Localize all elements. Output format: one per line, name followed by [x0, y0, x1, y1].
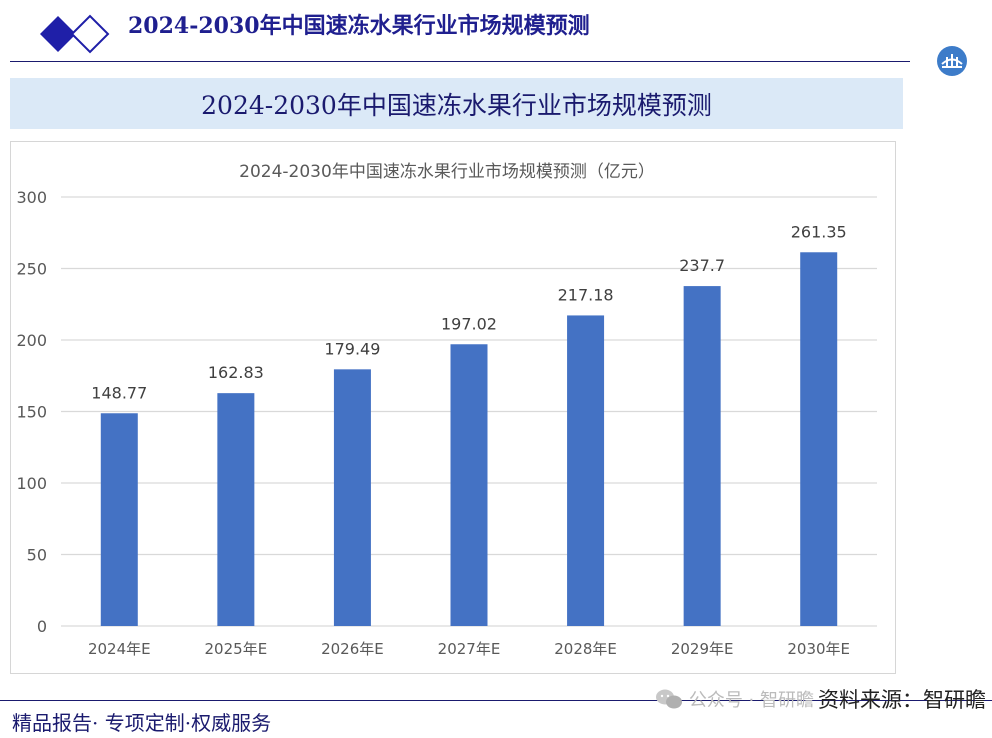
data-label: 179.49 — [324, 339, 380, 358]
y-tick-label: 300 — [16, 188, 47, 207]
data-label: 197.02 — [441, 314, 497, 333]
bar — [800, 252, 838, 626]
bar — [100, 413, 138, 626]
x-tick-label: 2024年E — [88, 640, 151, 658]
x-tick-label: 2027年E — [438, 640, 501, 658]
x-tick-label: 2028年E — [554, 640, 617, 658]
bar — [567, 315, 605, 626]
bar — [683, 286, 721, 626]
y-tick-label: 50 — [27, 546, 47, 565]
data-label: 261.35 — [791, 222, 847, 241]
bar — [450, 344, 488, 626]
bar — [217, 393, 255, 626]
banner-title: 2024-2030年中国速冻水果行业市场规模预测 — [201, 90, 712, 120]
page-title: 2024-2030年中国速冻水果行业市场规模预测 — [128, 13, 590, 39]
x-tick-label: 2029年E — [671, 640, 734, 658]
header-divider — [10, 61, 910, 62]
title-banner: 2024-2030年中国速冻水果行业市场规模预测 — [10, 78, 903, 129]
data-label: 148.77 — [91, 383, 147, 402]
footer-slogan: 精品报告· 专项定制·权威服务 — [12, 711, 272, 735]
data-label: 217.18 — [558, 285, 614, 304]
chart-container: 2024-2030年中国速冻水果行业市场规模预测（亿元） 0 50 100 150 20… — [10, 141, 896, 674]
x-tick-label: 2026年E — [321, 640, 384, 658]
x-tick-label: 2030年E — [787, 640, 850, 658]
x-tick-label: 2025年E — [205, 640, 268, 658]
y-tick-label: 0 — [37, 617, 47, 636]
y-tick-label: 100 — [16, 474, 47, 493]
data-label: 162.83 — [208, 363, 264, 382]
data-label: 237.7 — [679, 256, 725, 275]
chart-title: 2024-2030年中国速冻水果行业市场规模预测（亿元） — [239, 162, 655, 182]
source-area: 公众号 · 智研瞻 资料来源：智研瞻 — [655, 684, 986, 714]
y-tick-label: 250 — [16, 260, 47, 279]
source-label: 资料来源：智研瞻 — [818, 688, 986, 712]
wechat-icon — [655, 689, 682, 709]
watermark-text: 公众号 · 智研瞻 — [688, 690, 814, 711]
footer-divider — [0, 700, 992, 701]
logo-diamond-icon — [40, 14, 110, 54]
y-tick-label: 200 — [16, 331, 47, 350]
y-tick-label: 150 — [16, 403, 47, 422]
bar — [333, 369, 371, 626]
brand-logo-icon — [937, 46, 967, 76]
bar-chart: 2024-2030年中国速冻水果行业市场规模预测（亿元） 0 50 100 150 20… — [16, 162, 877, 658]
